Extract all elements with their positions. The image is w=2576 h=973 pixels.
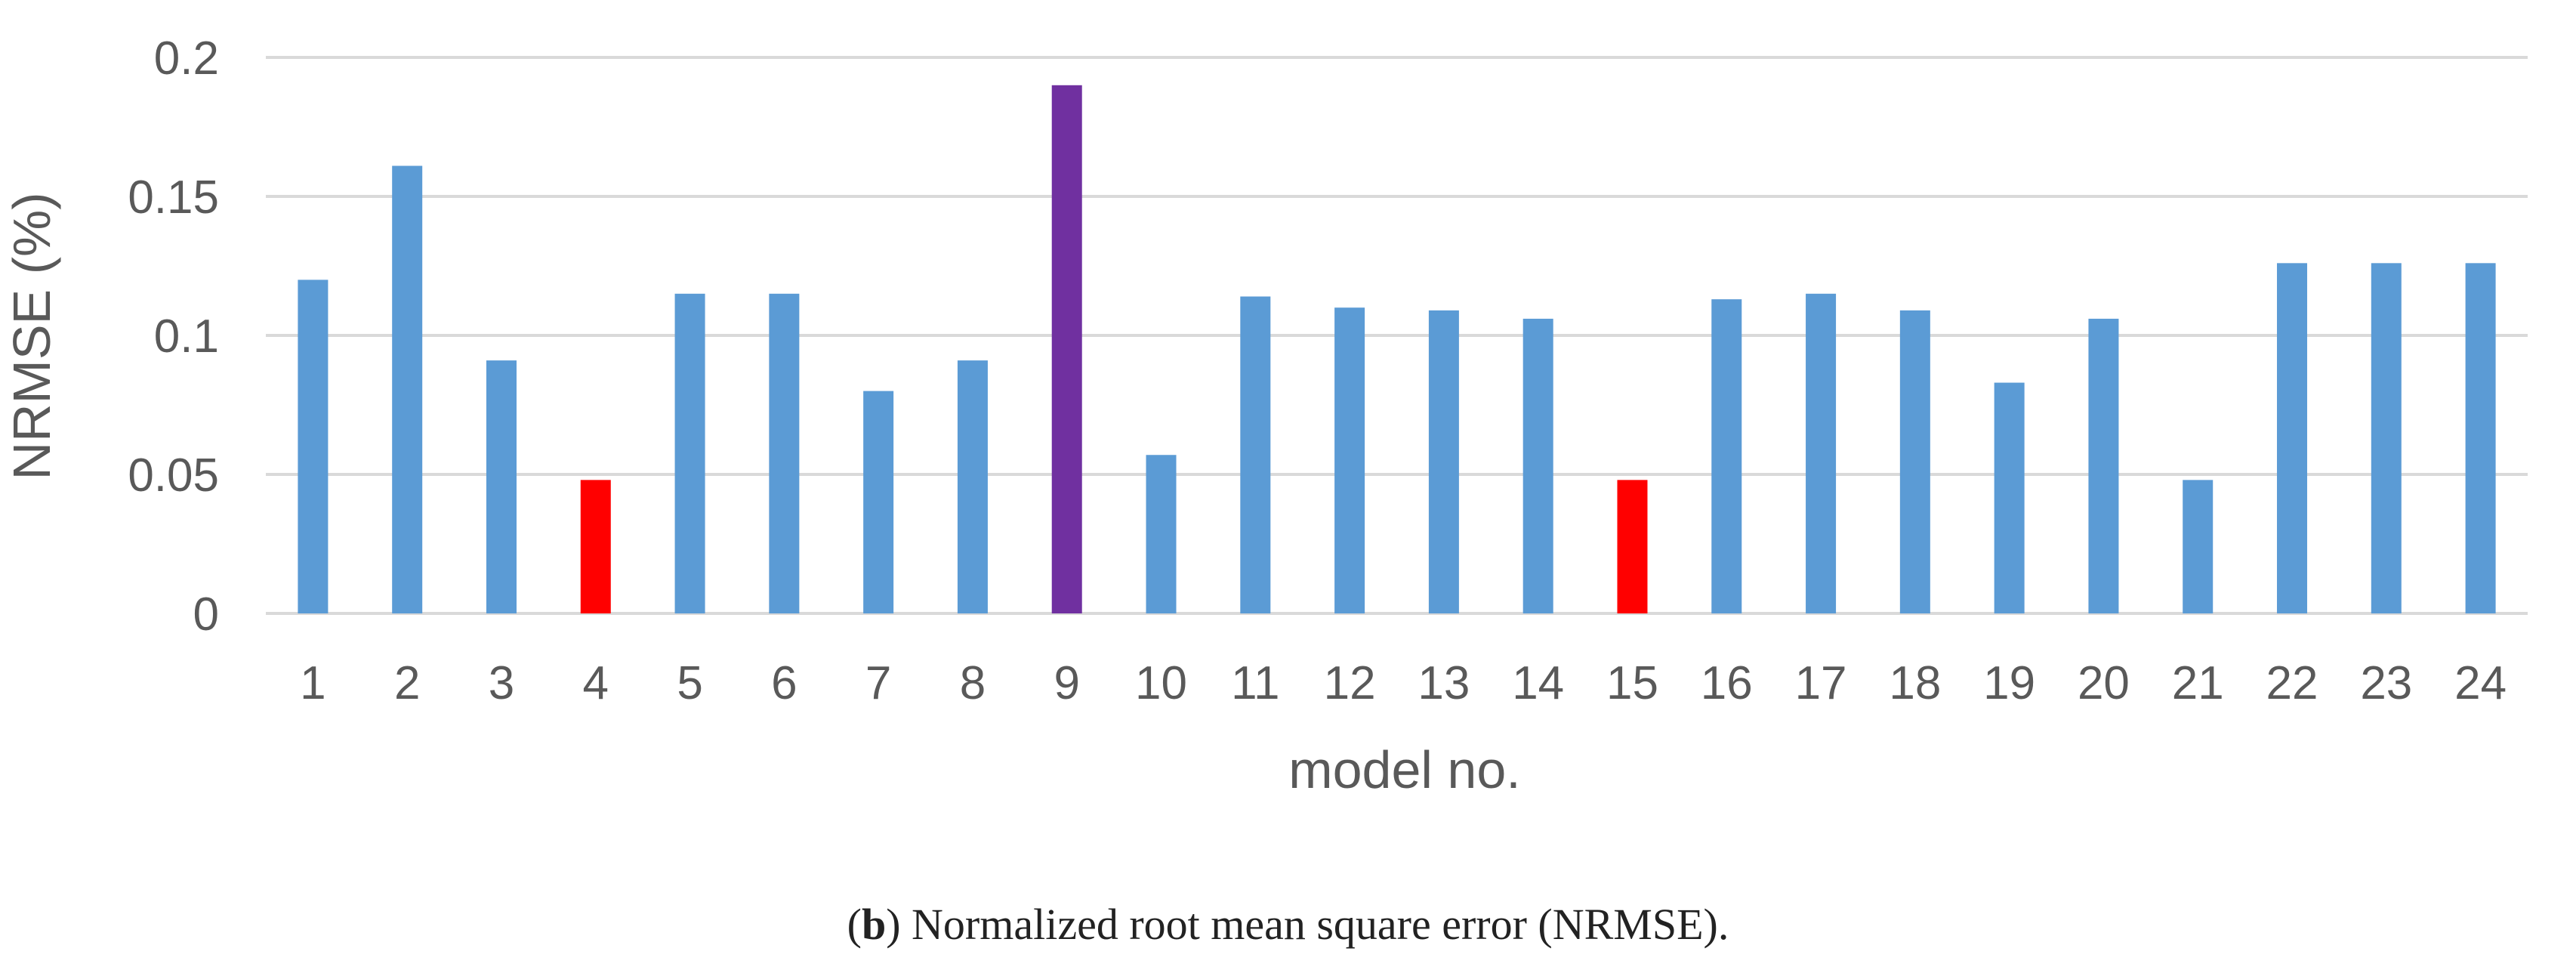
y-tick-label: 0.15 [128,171,219,224]
x-axis-title: model no. [1288,740,1520,799]
bar-model-5 [674,293,705,613]
y-tick-label: 0.05 [128,449,219,502]
y-tick-label: 0 [193,588,219,641]
bar-model-6 [769,293,800,613]
x-tick-label: 9 [1054,657,1079,709]
bar-model-11 [1240,296,1271,613]
bar-model-24 [2465,263,2496,613]
x-tick-label: 17 [1795,657,1847,709]
x-tick-label: 19 [1983,657,2035,709]
x-tick-label: 1 [300,657,325,709]
bar-model-22 [2277,263,2308,613]
figure-caption: (b) Normalized root mean square error (N… [847,900,1729,949]
caption-text: Normalized root mean square error (NRMSE… [912,900,1729,949]
y-tick-label: 0.2 [154,32,219,85]
bar-model-17 [1806,293,1837,613]
y-tick-labels: 0 0.05 0.1 0.15 0.2 [128,32,219,641]
gridlines [266,56,2528,615]
bar-model-8 [957,360,988,613]
x-tick-label: 20 [2078,657,2130,709]
x-tick-labels: 1 2 3 4 5 6 7 8 9 10 11 12 13 14 15 16 17 18 19 20 21 22 23 24 [300,657,2507,709]
bar-model-14 [1522,318,1553,613]
x-tick-label: 21 [2172,657,2224,709]
bar-model-9 [1051,85,1082,614]
bar-model-10 [1146,455,1177,613]
x-tick-label: 12 [1324,657,1376,709]
x-tick-label: 6 [771,657,797,709]
bar-model-3 [486,360,517,613]
bar-model-21 [2183,480,2214,613]
x-tick-label: 5 [677,657,702,709]
bar-model-20 [2088,318,2119,613]
x-tick-label: 16 [1701,657,1753,709]
bar-model-23 [2371,263,2402,613]
y-axis-title: NRMSE (%) [2,192,61,480]
x-tick-label: 10 [1135,657,1187,709]
bar-model-1 [298,280,329,613]
y-tick-label: 0.1 [154,310,219,363]
x-tick-label: 15 [1606,657,1658,709]
x-tick-label: 13 [1418,657,1470,709]
bar-model-15 [1617,480,1648,613]
x-tick-label: 2 [394,657,420,709]
bar-model-19 [1994,382,2025,613]
bar-model-4 [580,480,611,613]
x-tick-label: 3 [489,657,514,709]
caption-label: b [861,900,887,949]
x-tick-label: 23 [2360,657,2412,709]
x-tick-label: 7 [865,657,891,709]
bar-model-2 [392,165,423,613]
x-tick-label: 22 [2266,657,2318,709]
x-tick-label: 24 [2454,657,2507,709]
x-tick-label: 8 [960,657,986,709]
bar-model-7 [863,391,894,613]
bar-model-16 [1711,299,1742,613]
bars [298,85,2496,614]
x-tick-label: 11 [1231,657,1279,709]
x-tick-label: 18 [1889,657,1941,709]
bar-model-18 [1899,310,1930,613]
bar-model-12 [1334,307,1365,613]
x-tick-label: 4 [583,657,609,709]
x-tick-label: 14 [1512,657,1564,709]
bar-model-13 [1428,310,1459,613]
